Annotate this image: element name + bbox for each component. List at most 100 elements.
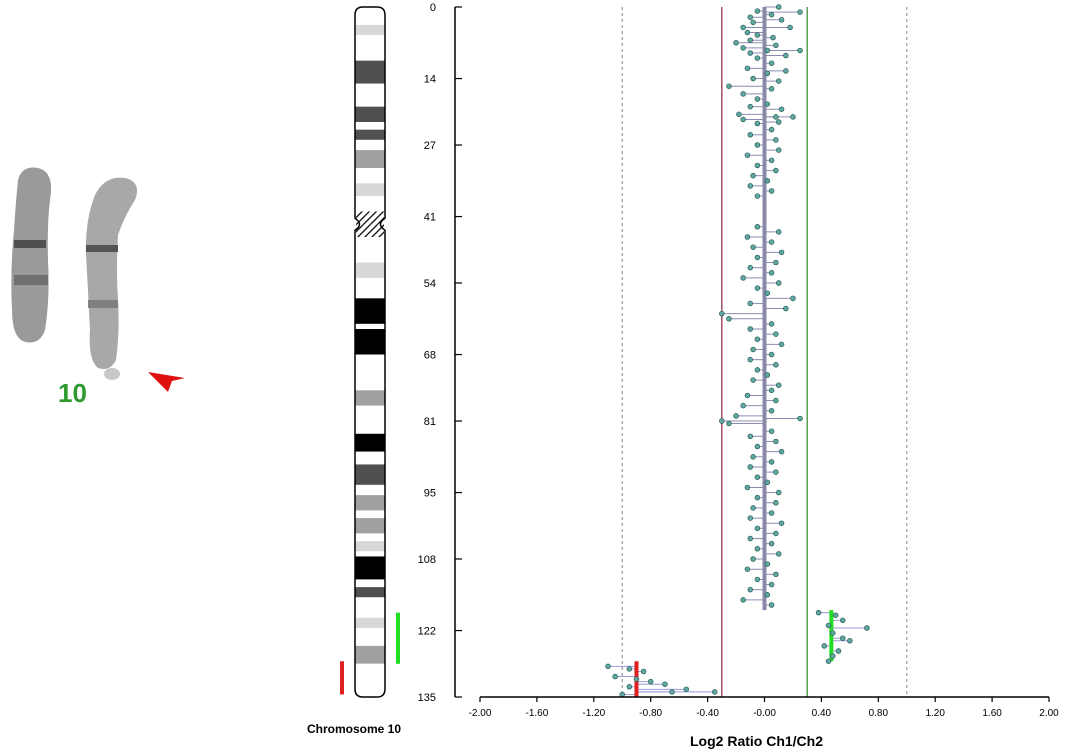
data-point	[764, 372, 771, 378]
data-point	[768, 239, 775, 245]
data-point	[768, 408, 775, 414]
data-point	[750, 244, 756, 250]
ideogram-band	[355, 354, 385, 391]
data-point	[773, 331, 779, 337]
y-tick-label: 95	[424, 488, 436, 500]
data-point	[768, 581, 775, 588]
ideogram-band	[355, 139, 385, 151]
data-point	[750, 454, 756, 460]
data-point	[754, 525, 761, 532]
y-tick-label: 108	[418, 554, 436, 566]
ideogram-band	[355, 541, 385, 552]
x-tick-label: -0.80	[639, 708, 662, 719]
ideogram-band	[356, 224, 384, 237]
chromosome-number-label: 10	[58, 378, 87, 408]
data-point	[747, 37, 754, 43]
data-point	[747, 50, 754, 56]
chromosome-right-band	[86, 245, 118, 252]
data-point	[740, 275, 746, 281]
data-point	[754, 576, 761, 583]
ideogram-band	[355, 83, 385, 107]
ideogram-band	[355, 628, 385, 646]
data-point	[773, 469, 779, 475]
ideogram-band	[355, 495, 385, 511]
ideogram-band	[355, 645, 385, 664]
data-point	[775, 382, 782, 388]
data-point	[612, 673, 618, 680]
chromosome-right-tip	[104, 368, 120, 380]
data-point	[864, 625, 870, 631]
ideogram-band	[355, 323, 385, 329]
data-point	[754, 546, 761, 552]
data-point	[750, 19, 756, 26]
data-point	[726, 316, 732, 322]
y-tick-label: 68	[424, 350, 436, 362]
data-point	[740, 24, 746, 31]
data-point	[744, 65, 751, 72]
data-point	[764, 70, 771, 77]
chromosome-right-band	[88, 300, 118, 308]
data-point	[768, 428, 775, 434]
data-point	[778, 341, 785, 348]
data-point	[740, 91, 746, 97]
data-point	[797, 47, 803, 54]
data-point	[640, 668, 647, 675]
data-point	[778, 448, 785, 455]
data-point	[773, 259, 779, 266]
data-point	[768, 188, 775, 194]
data-point	[669, 689, 675, 695]
data-point	[768, 126, 775, 133]
data-point	[768, 11, 775, 18]
data-point	[740, 402, 746, 409]
data-point	[683, 686, 690, 693]
data-point	[773, 438, 779, 445]
data-point	[783, 68, 789, 74]
data-point	[750, 377, 756, 383]
data-point	[773, 500, 779, 506]
data-point	[747, 515, 754, 521]
ideogram-band	[355, 587, 385, 598]
data-point	[768, 270, 775, 276]
data-point	[626, 684, 633, 690]
data-point	[778, 106, 785, 112]
data-point	[726, 83, 732, 89]
data-point	[744, 29, 751, 36]
data-point	[775, 489, 782, 496]
data-point	[778, 17, 785, 23]
data-point	[764, 592, 771, 598]
y-tick-label: 81	[424, 416, 436, 428]
data-point	[764, 479, 771, 486]
x-tick-label: 0.40	[812, 708, 832, 719]
x-tick-label: -0.40	[696, 708, 719, 719]
ideogram-band	[355, 518, 385, 534]
data-point	[736, 111, 742, 118]
data-point	[764, 47, 771, 54]
data-point	[744, 566, 751, 572]
data-point	[754, 96, 761, 102]
data-point	[754, 162, 761, 169]
data-point	[747, 326, 754, 332]
data-point	[778, 520, 785, 526]
data-point	[747, 103, 754, 110]
data-point	[825, 658, 832, 664]
data-point	[825, 622, 832, 629]
ideogram-band	[355, 129, 385, 140]
data-point	[754, 224, 761, 230]
data-point	[768, 459, 775, 465]
data-point	[619, 691, 625, 698]
y-tick-label: 0	[430, 2, 436, 14]
ideogram-band	[355, 122, 385, 130]
data-point	[754, 336, 761, 342]
data-point	[773, 114, 779, 120]
ideogram-band	[355, 168, 385, 184]
data-point	[719, 418, 725, 424]
data-point	[783, 52, 789, 59]
data-point	[754, 474, 761, 480]
data-point	[747, 264, 754, 271]
data-point	[740, 116, 746, 123]
data-point	[773, 530, 779, 537]
data-point	[773, 362, 779, 368]
data-point	[754, 32, 761, 38]
data-point	[839, 635, 846, 641]
data-point	[750, 172, 756, 179]
